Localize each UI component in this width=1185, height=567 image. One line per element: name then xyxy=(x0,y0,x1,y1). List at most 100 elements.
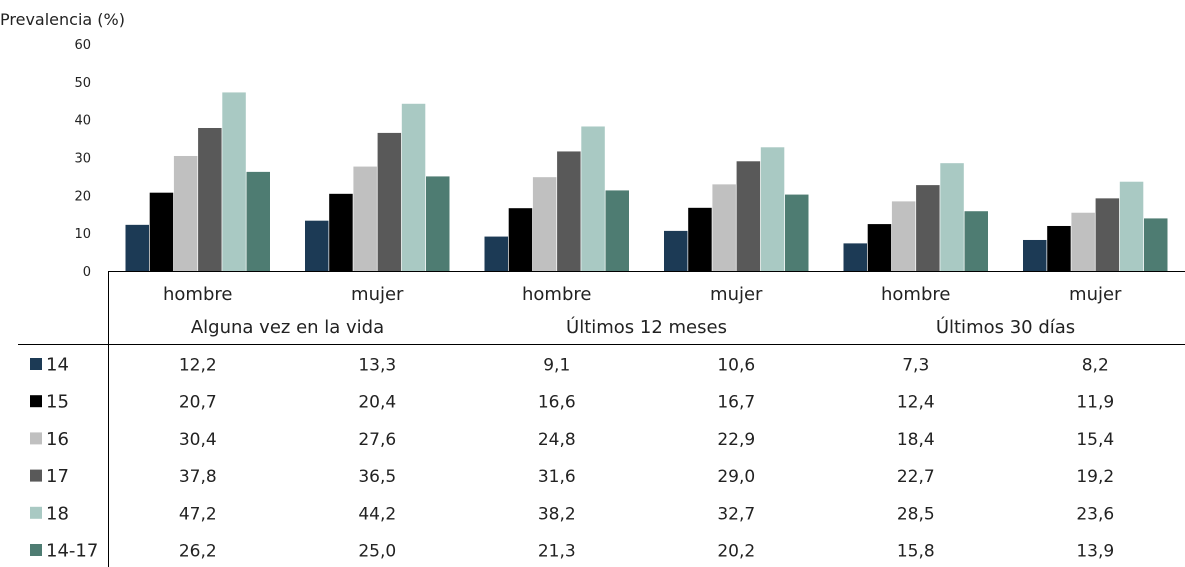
bars xyxy=(125,92,1168,272)
x-tick-label: mujer xyxy=(351,284,404,305)
bar-15-4 xyxy=(867,224,892,271)
bar-18-4 xyxy=(940,163,964,271)
bar-18-2 xyxy=(581,126,605,271)
data-label: 37,8 xyxy=(179,467,217,487)
legend-swatch-14 xyxy=(30,358,42,370)
bar-15-2 xyxy=(508,208,533,271)
bar-16-2 xyxy=(532,177,557,271)
legend-swatch-15 xyxy=(30,395,42,408)
bar-17-4 xyxy=(916,185,940,271)
x-group-label: Alguna vez en la vida xyxy=(191,317,384,338)
legend-label-18: 18 xyxy=(46,503,69,524)
legend-swatch-18 xyxy=(30,506,42,519)
bar-14-17-0 xyxy=(246,171,270,271)
data-label: 20,2 xyxy=(717,542,755,562)
data-label: 13,9 xyxy=(1076,542,1114,562)
bar-15-1 xyxy=(329,193,353,271)
legend-label-14: 14 xyxy=(46,355,69,376)
data-label: 23,6 xyxy=(1076,504,1114,524)
legend-label-17: 17 xyxy=(46,466,69,487)
bar-16-5 xyxy=(1071,212,1095,271)
bar-15-0 xyxy=(149,192,174,271)
data-label: 7,3 xyxy=(902,356,929,376)
axes: 0 10 20 30 40 50 60 xyxy=(18,38,1185,567)
legend-label-16: 16 xyxy=(46,429,69,450)
x-tick-label: hombre xyxy=(522,284,591,305)
data-label: 13,3 xyxy=(358,356,396,376)
data-label: 10,6 xyxy=(717,356,755,376)
data-label: 9,1 xyxy=(543,356,570,376)
y-tick-label: 0 xyxy=(83,265,91,280)
legend-label-14-17: 14-17 xyxy=(46,541,98,562)
legend-swatch-16 xyxy=(30,432,42,445)
data-label: 15,8 xyxy=(897,542,935,562)
data-table: 14 12,2 13,3 9,1 10,6 7,3 8,2 15 20,7 20,4 16,6 16,… xyxy=(30,355,1114,562)
data-label: 12,4 xyxy=(897,393,935,413)
data-label: 15,4 xyxy=(1076,430,1114,450)
bar-18-1 xyxy=(401,103,426,271)
data-label: 25,0 xyxy=(358,542,396,562)
data-label: 8,2 xyxy=(1082,356,1109,376)
bar-17-5 xyxy=(1095,198,1120,271)
bar-15-3 xyxy=(688,207,712,271)
bar-14-17-1 xyxy=(426,176,450,271)
y-tick-label: 60 xyxy=(74,38,91,53)
data-label: 26,2 xyxy=(179,542,217,562)
y-tick-label: 20 xyxy=(74,189,91,204)
bar-18-5 xyxy=(1119,181,1144,271)
data-label: 47,2 xyxy=(179,504,217,524)
x-group-label: Últimos 12 meses xyxy=(566,316,727,338)
bar-15-5 xyxy=(1047,225,1071,271)
data-label: 27,6 xyxy=(358,430,396,450)
bar-14-17-3 xyxy=(785,194,809,271)
data-label: 12,2 xyxy=(179,356,217,376)
bar-14-17-2 xyxy=(605,190,629,271)
y-tick-label: 50 xyxy=(74,76,91,91)
bar-17-0 xyxy=(198,127,222,272)
data-label: 29,0 xyxy=(717,467,755,487)
bar-14-17-5 xyxy=(1144,218,1168,271)
bar-14-1 xyxy=(305,220,329,271)
data-label: 28,5 xyxy=(897,504,935,524)
bar-14-0 xyxy=(125,224,149,271)
bar-14-2 xyxy=(484,236,508,271)
x-tick-label: mujer xyxy=(710,284,763,305)
data-label: 21,3 xyxy=(538,542,576,562)
bar-16-3 xyxy=(712,184,736,271)
bar-14-5 xyxy=(1023,239,1047,271)
x-group-label: Últimos 30 días xyxy=(936,316,1075,338)
x-tick-label: hombre xyxy=(881,284,950,305)
data-label: 11,9 xyxy=(1076,393,1114,413)
data-label: 16,6 xyxy=(538,393,576,413)
bar-16-4 xyxy=(891,201,916,271)
data-label: 20,7 xyxy=(179,393,217,413)
data-label: 16,7 xyxy=(717,393,755,413)
data-label: 31,6 xyxy=(538,467,576,487)
data-label: 22,9 xyxy=(717,430,755,450)
data-label: 18,4 xyxy=(897,430,935,450)
data-label: 20,4 xyxy=(358,393,396,413)
y-axis-label: Prevalencia (%) xyxy=(0,10,125,29)
bar-18-0 xyxy=(222,92,246,271)
legend-swatch-17 xyxy=(30,469,42,482)
data-label: 24,8 xyxy=(538,430,576,450)
data-label: 36,5 xyxy=(358,467,396,487)
data-label: 19,2 xyxy=(1076,467,1114,487)
bar-17-3 xyxy=(736,161,761,271)
x-labels: hombre mujer hombre mujer hombre mujer Alguna … xyxy=(163,284,1122,338)
data-label: 38,2 xyxy=(538,504,576,524)
legend-label-15: 15 xyxy=(46,392,69,413)
bar-16-0 xyxy=(173,155,198,271)
bar-14-4 xyxy=(843,243,867,271)
data-label: 32,7 xyxy=(717,504,755,524)
bar-16-1 xyxy=(353,166,377,271)
data-label: 22,7 xyxy=(897,467,935,487)
x-tick-label: mujer xyxy=(1069,284,1122,305)
y-tick-label: 10 xyxy=(74,227,91,242)
x-tick-label: hombre xyxy=(163,284,232,305)
bar-14-17-4 xyxy=(964,211,988,271)
bar-14-3 xyxy=(664,230,688,271)
data-label: 30,4 xyxy=(179,430,217,450)
